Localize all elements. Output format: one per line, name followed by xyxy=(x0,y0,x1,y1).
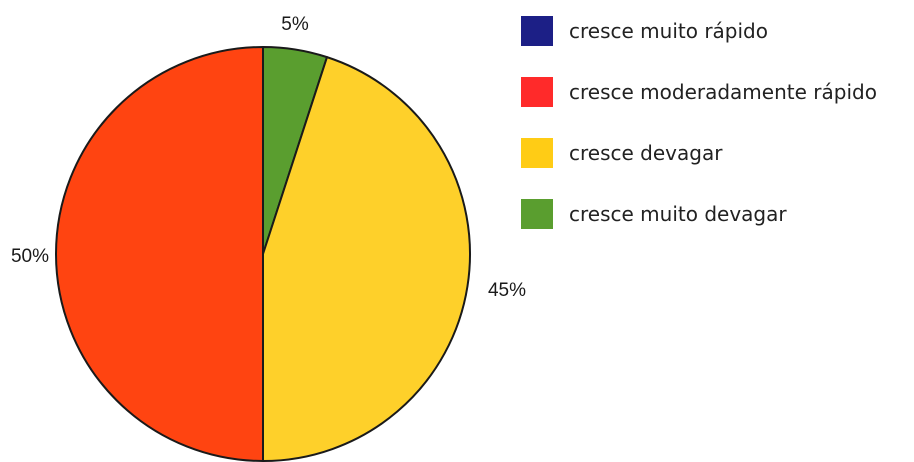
legend-item-cresce-moderadamente-rapido: cresce moderadamente rápido xyxy=(521,76,877,108)
legend-label: cresce muito rápido xyxy=(569,19,768,43)
legend-swatch xyxy=(521,199,553,229)
slice-value-label: 50% xyxy=(11,246,49,267)
legend-swatch xyxy=(521,16,553,46)
pie-value-labels: 5% 45% 50% xyxy=(11,14,526,301)
legend: cresce muito rápido cresce moderadamente… xyxy=(521,15,877,259)
legend-swatch xyxy=(521,138,553,168)
legend-label: cresce devagar xyxy=(569,141,723,165)
legend-swatch xyxy=(521,77,553,107)
legend-label: cresce muito devagar xyxy=(569,202,787,226)
legend-label: cresce moderadamente rápido xyxy=(569,80,877,104)
legend-item-cresce-muito-devagar: cresce muito devagar xyxy=(521,198,877,230)
pie-slices xyxy=(55,46,471,462)
pie-slice-cresce-moderadamente-rápido xyxy=(55,46,264,462)
pie-slice-cresce-devagar xyxy=(262,56,471,462)
slice-value-label: 5% xyxy=(281,14,309,35)
legend-item-cresce-muito-rapido: cresce muito rápido xyxy=(521,15,877,47)
legend-item-cresce-devagar: cresce devagar xyxy=(521,137,877,169)
slice-value-label: 45% xyxy=(488,280,526,301)
